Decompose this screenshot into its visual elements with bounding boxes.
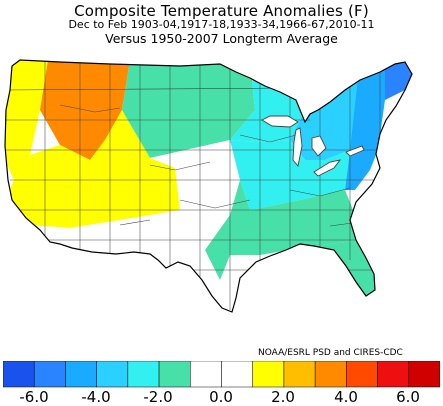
great-lakes	[261, 115, 365, 177]
color-swatch	[3, 361, 35, 388]
baseline-subtitle: Versus 1950-2007 Longterm Average	[105, 31, 338, 46]
color-swatch	[408, 361, 440, 388]
data-credit: NOAA/ESRL PSD and CIRES-CDC	[258, 348, 403, 358]
color-swatch	[314, 361, 347, 388]
tick-label: 2.0	[271, 388, 295, 406]
color-swatch	[346, 361, 378, 388]
tick-label: 6.0	[396, 388, 420, 406]
color-swatch	[127, 361, 160, 388]
color-swatch	[283, 361, 316, 388]
color-swatch	[221, 361, 253, 388]
tick-label: -2.0	[143, 388, 173, 406]
anomaly-map	[4, 59, 413, 313]
color-swatch	[252, 361, 285, 388]
tick-label: 4.0	[334, 388, 358, 406]
tick-label: -4.0	[81, 388, 111, 406]
lake-michigan	[292, 127, 303, 168]
lake-erie	[313, 159, 342, 177]
anomaly-region	[345, 60, 385, 190]
color-swatch	[190, 361, 222, 388]
period-subtitle: Dec to Feb 1903-04,1917-18,1933-34,1966-…	[68, 18, 375, 31]
lake-superior	[261, 115, 299, 128]
anomaly-region	[122, 60, 255, 158]
tick-label: -6.0	[19, 388, 49, 406]
color-swatch	[33, 361, 66, 388]
color-swatch	[65, 361, 97, 388]
anomaly-region	[205, 180, 360, 280]
color-scale-bar	[3, 361, 440, 388]
lake-huron	[311, 135, 327, 157]
color-swatch	[158, 361, 191, 388]
anomaly-region	[150, 140, 240, 225]
lake-ontario	[345, 145, 365, 157]
color-swatch	[377, 361, 410, 388]
tick-label: 0.0	[209, 388, 233, 406]
anomaly-region	[5, 110, 180, 228]
color-swatch	[96, 361, 129, 388]
map-title: Composite Temperature Anomalies (F)	[74, 2, 369, 20]
